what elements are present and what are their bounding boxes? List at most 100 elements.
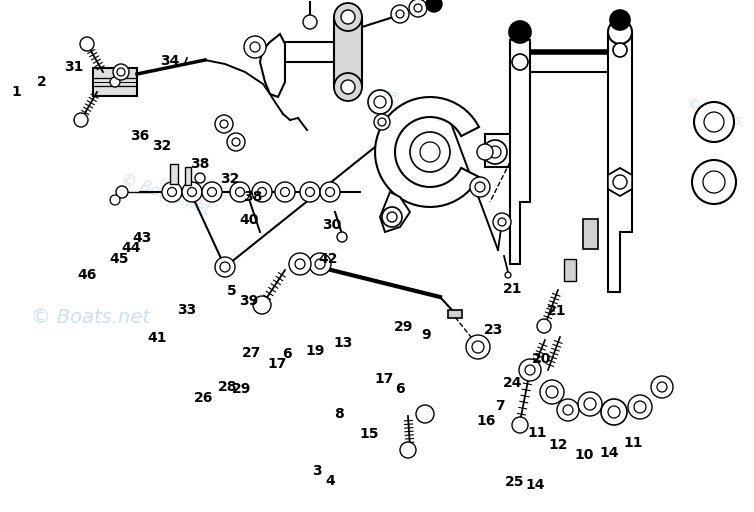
Circle shape [258,187,266,197]
Circle shape [546,386,558,398]
Circle shape [409,0,427,17]
Text: 3: 3 [312,464,321,478]
Circle shape [326,187,335,197]
Circle shape [303,15,317,29]
Text: 31: 31 [64,59,84,74]
Polygon shape [380,192,410,232]
Circle shape [512,54,528,70]
Circle shape [374,96,386,108]
Circle shape [167,187,176,197]
Bar [583,219,597,249]
Circle shape [378,118,386,126]
Circle shape [519,359,541,381]
Bar [185,167,191,185]
Polygon shape [334,17,362,87]
Text: © Boats.net: © Boats.net [383,90,477,136]
Circle shape [250,42,260,52]
Text: 21: 21 [547,304,566,318]
Text: 24: 24 [503,376,523,390]
Bar [170,164,178,184]
Circle shape [117,68,125,76]
Text: 5: 5 [227,284,236,298]
Text: 26: 26 [194,391,213,406]
Text: 34: 34 [160,54,179,69]
Circle shape [116,186,128,198]
Text: 33: 33 [177,303,197,317]
Text: 6: 6 [395,382,404,396]
Circle shape [202,182,222,202]
Text: 30: 30 [322,218,342,232]
Circle shape [368,90,392,114]
Text: © Boats.net: © Boats.net [119,172,213,218]
Text: 7: 7 [495,398,504,413]
Circle shape [305,187,314,197]
Text: 23: 23 [484,323,504,337]
Circle shape [253,296,271,314]
Circle shape [215,115,233,133]
Text: 38: 38 [243,190,262,204]
Circle shape [414,4,422,12]
Text: 14: 14 [599,446,619,460]
Circle shape [628,395,652,419]
Text: 21: 21 [503,282,523,296]
Text: 11: 11 [624,436,643,450]
Text: 19: 19 [305,344,325,358]
Circle shape [613,43,627,57]
Circle shape [470,177,490,197]
Text: 32: 32 [220,172,240,186]
Circle shape [182,182,202,202]
Circle shape [382,207,402,227]
Circle shape [466,335,490,359]
Text: 4: 4 [326,474,335,488]
Polygon shape [608,32,632,292]
Circle shape [334,3,362,31]
Circle shape [525,365,535,375]
Text: 1: 1 [12,85,21,99]
Circle shape [472,341,484,353]
Circle shape [426,0,442,12]
Circle shape [215,257,235,277]
Text: 38: 38 [190,157,210,171]
Text: 17: 17 [268,356,287,371]
Circle shape [608,406,620,418]
Circle shape [692,160,736,204]
Text: 39: 39 [239,294,259,308]
Text: 46: 46 [77,268,97,283]
Circle shape [416,405,434,423]
Circle shape [651,376,673,398]
Text: 10: 10 [575,447,594,462]
Text: 12: 12 [548,438,568,453]
Circle shape [489,146,501,158]
Circle shape [396,10,404,18]
Circle shape [704,112,724,132]
Circle shape [74,113,88,127]
Text: 8: 8 [335,407,344,421]
Text: 27: 27 [241,346,261,360]
Circle shape [694,102,734,142]
Circle shape [188,187,197,197]
Text: 9: 9 [421,328,431,343]
Circle shape [400,442,416,458]
Text: 42: 42 [318,251,338,266]
Circle shape [207,187,216,197]
Text: 25: 25 [504,475,524,489]
Text: 11: 11 [527,425,547,440]
Circle shape [608,20,632,44]
Circle shape [703,171,725,193]
Circle shape [420,142,440,162]
Circle shape [475,182,485,192]
Circle shape [315,259,325,269]
Text: 17: 17 [375,372,394,386]
Circle shape [610,10,630,30]
Polygon shape [375,97,479,207]
Circle shape [235,187,244,197]
Circle shape [512,417,528,433]
Text: 14: 14 [526,478,545,493]
Circle shape [537,319,551,333]
Circle shape [601,399,627,425]
Circle shape [110,195,120,205]
Circle shape [483,140,507,164]
Polygon shape [260,34,285,97]
Circle shape [195,173,205,183]
Circle shape [540,380,564,404]
